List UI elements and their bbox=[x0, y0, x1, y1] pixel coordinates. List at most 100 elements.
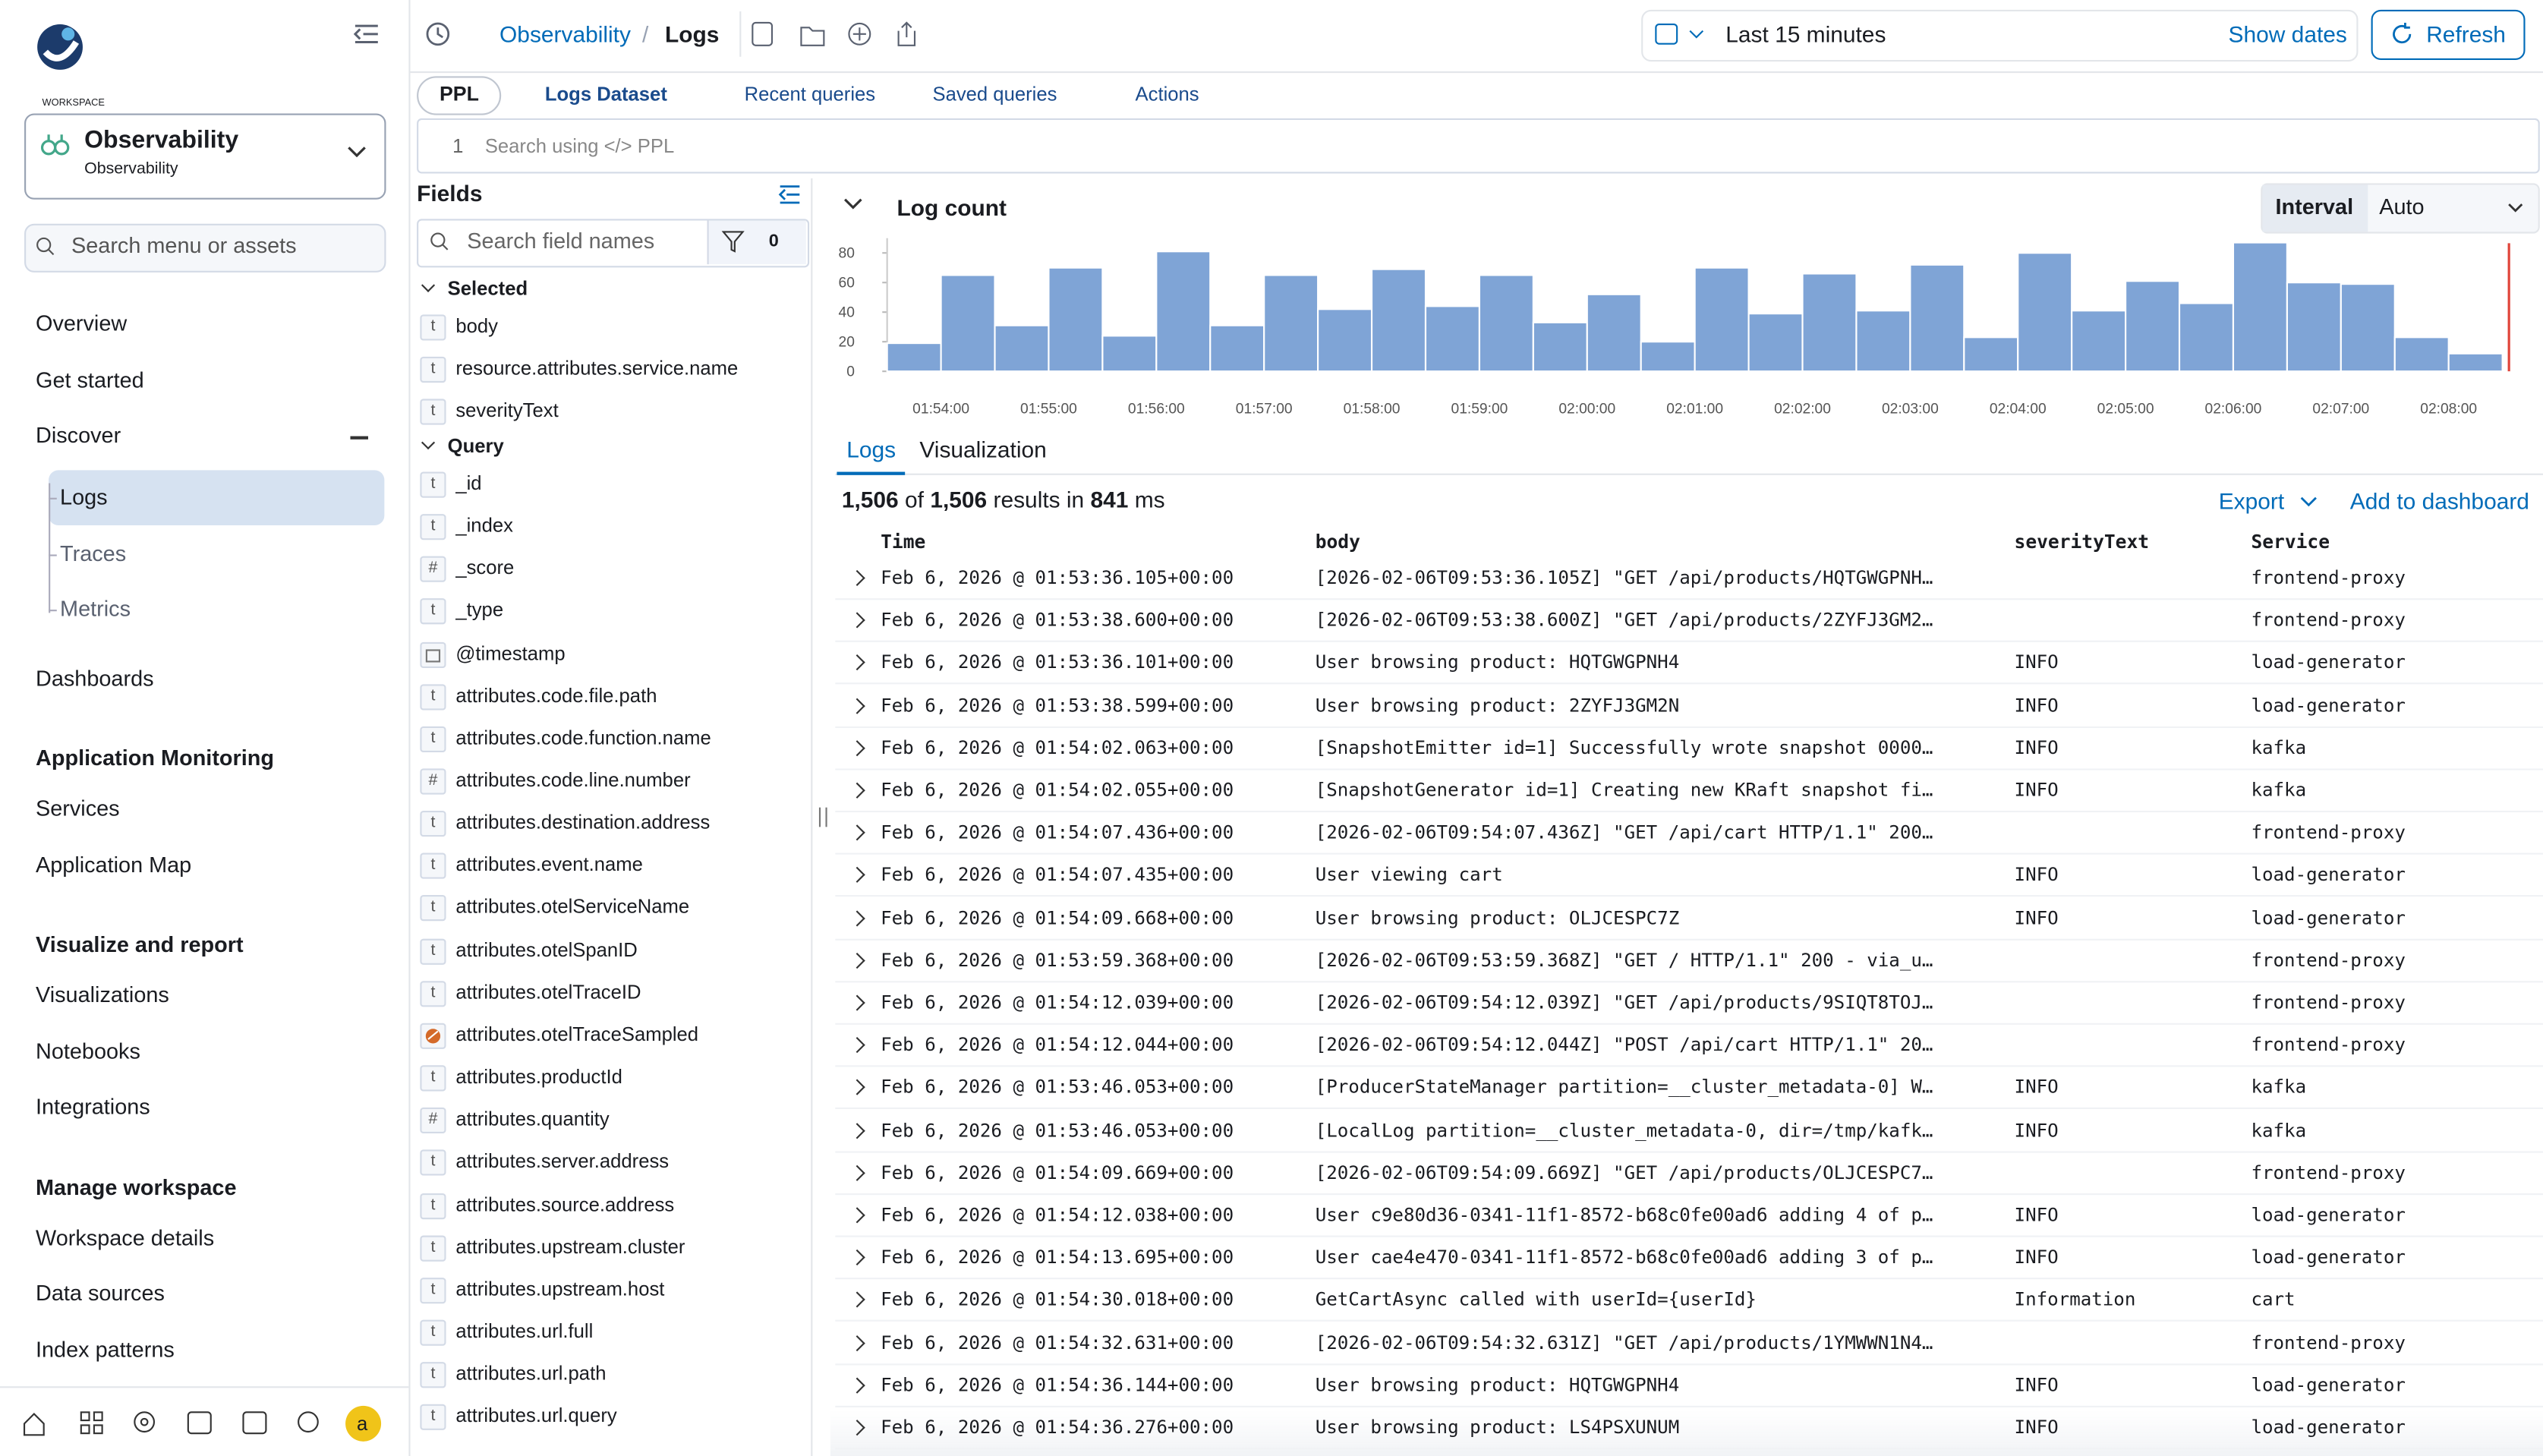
nav-item[interactable]: Discover bbox=[36, 423, 121, 448]
expand-row[interactable] bbox=[849, 824, 865, 841]
query-menu[interactable]: Recent queries bbox=[744, 82, 876, 106]
expand-row[interactable] bbox=[849, 1207, 865, 1224]
user-avatar[interactable]: a bbox=[357, 1412, 368, 1436]
expand-row[interactable] bbox=[849, 1292, 865, 1309]
breadcrumb[interactable]: Observability bbox=[499, 20, 631, 47]
expand-row[interactable] bbox=[849, 1037, 865, 1054]
field-name[interactable]: _type bbox=[455, 598, 504, 622]
filter-icon[interactable] bbox=[721, 230, 745, 253]
field-name[interactable]: attributes.code.line.number bbox=[455, 768, 691, 792]
collapse-nav[interactable] bbox=[353, 23, 380, 46]
field-name[interactable]: attributes.quantity bbox=[455, 1108, 610, 1131]
language-toggle[interactable] bbox=[417, 76, 502, 115]
field-name[interactable]: attributes.otelSpanID bbox=[455, 938, 638, 961]
expand-row[interactable] bbox=[849, 569, 865, 587]
group-chevron[interactable] bbox=[421, 436, 436, 451]
expand-row[interactable] bbox=[849, 909, 865, 926]
field-name[interactable]: _index bbox=[455, 514, 513, 537]
expand-row[interactable] bbox=[849, 1164, 865, 1181]
tab[interactable]: Visualization bbox=[919, 436, 1047, 462]
nav-item[interactable]: Visualizations bbox=[36, 982, 169, 1007]
collapse-group[interactable] bbox=[350, 436, 368, 439]
field-name[interactable]: attributes.url.path bbox=[455, 1362, 607, 1385]
history-icon[interactable] bbox=[425, 21, 451, 47]
nav-item[interactable]: Notebooks bbox=[36, 1038, 140, 1064]
nav-item[interactable]: Data sources bbox=[36, 1281, 165, 1306]
field-name[interactable]: attributes.url.full bbox=[455, 1319, 594, 1343]
expand-row[interactable] bbox=[849, 739, 865, 756]
nav-item[interactable]: Index patterns bbox=[36, 1337, 175, 1362]
panel-resize[interactable] bbox=[818, 807, 827, 827]
export-button[interactable]: Export bbox=[2218, 487, 2285, 515]
footer-icons[interactable] bbox=[16, 1399, 405, 1448]
expand-row[interactable] bbox=[849, 1377, 865, 1394]
breadcrumb-separator: / bbox=[642, 20, 649, 47]
nav-item[interactable]: Dashboards bbox=[36, 665, 154, 690]
field-name[interactable]: severityText bbox=[455, 398, 559, 421]
field-name[interactable]: attributes.upstream.host bbox=[455, 1277, 665, 1300]
expand-row[interactable] bbox=[849, 1250, 865, 1266]
field-name[interactable]: attributes.event.name bbox=[455, 853, 643, 877]
query-editor[interactable] bbox=[417, 118, 2540, 174]
field-name[interactable]: attributes.otelTraceID bbox=[455, 980, 641, 1004]
field-name[interactable]: body bbox=[455, 314, 498, 337]
field-search[interactable] bbox=[417, 219, 810, 268]
nav-subitem[interactable]: Traces bbox=[60, 540, 127, 566]
expand-row[interactable] bbox=[849, 1079, 865, 1096]
expand-row[interactable] bbox=[849, 1335, 865, 1351]
table-cell: User cae4e470-0341-11f1-8572-b68c0fe00ad… bbox=[1315, 1246, 1933, 1268]
interval-chevron bbox=[2508, 203, 2523, 213]
field-name[interactable]: attributes.code.file.path bbox=[455, 683, 657, 707]
interval-value[interactable]: Auto bbox=[2379, 194, 2425, 219]
nav-item[interactable]: Overview bbox=[36, 311, 128, 336]
field-name[interactable]: attributes.productId bbox=[455, 1065, 622, 1089]
field-name[interactable]: _score bbox=[455, 556, 515, 580]
expand-row[interactable] bbox=[849, 952, 865, 969]
expand-row[interactable] bbox=[849, 994, 865, 1011]
show-dates[interactable]: Show dates bbox=[2228, 20, 2347, 47]
field-name[interactable]: resource.attributes.service.name bbox=[455, 356, 739, 380]
expand-row[interactable] bbox=[849, 654, 865, 671]
field-name[interactable]: attributes.otelTraceSampled bbox=[455, 1023, 699, 1046]
chart-collapse[interactable] bbox=[843, 198, 863, 211]
x-tick-label: 02:08:00 bbox=[2420, 402, 2477, 418]
query-menu[interactable]: Actions bbox=[1135, 82, 1199, 106]
nav-item[interactable]: Services bbox=[36, 796, 120, 821]
table-cell: Feb 6, 2026 @ 01:54:02.055+00:00 bbox=[881, 780, 1234, 802]
field-name[interactable]: attributes.code.function.name bbox=[455, 726, 711, 749]
group-chevron[interactable] bbox=[421, 278, 436, 292]
add-to-dashboard[interactable]: Add to dashboard bbox=[2349, 487, 2529, 515]
expand-row[interactable] bbox=[849, 697, 865, 714]
menu-search[interactable] bbox=[24, 223, 386, 273]
field-name[interactable]: attributes.url.query bbox=[455, 1404, 617, 1428]
field-name[interactable]: @timestamp bbox=[455, 641, 566, 664]
dataset-selector[interactable]: Logs Dataset bbox=[544, 82, 667, 106]
nav-item[interactable]: Integrations bbox=[36, 1094, 150, 1119]
query-menu[interactable]: Saved queries bbox=[932, 82, 1057, 106]
field-name[interactable]: attributes.upstream.cluster bbox=[455, 1234, 685, 1258]
nav-item[interactable]: Application Map bbox=[36, 852, 192, 877]
table-cell: Feb 6, 2026 @ 01:54:13.695+00:00 bbox=[881, 1246, 1234, 1268]
nav-item[interactable]: Workspace details bbox=[36, 1224, 215, 1250]
workspace-selector[interactable] bbox=[24, 113, 386, 200]
export-chevron[interactable] bbox=[2300, 496, 2318, 508]
calendar-icon[interactable] bbox=[1654, 23, 1706, 46]
field-name[interactable]: attributes.server.address bbox=[455, 1150, 670, 1173]
time-range[interactable]: Last 15 minutes bbox=[1725, 20, 1886, 47]
field-name[interactable]: attributes.otelServiceName bbox=[455, 895, 690, 919]
field-name[interactable]: _id bbox=[455, 471, 482, 495]
nav-subitem[interactable]: Logs bbox=[60, 484, 108, 509]
expand-row[interactable] bbox=[849, 612, 865, 629]
tab[interactable]: Logs bbox=[846, 436, 897, 462]
field-name[interactable]: attributes.source.address bbox=[455, 1192, 675, 1215]
expand-row[interactable] bbox=[849, 782, 865, 799]
nav-item[interactable]: Get started bbox=[36, 367, 144, 392]
field-name[interactable]: attributes.destination.address bbox=[455, 811, 711, 834]
toolbar-actions[interactable] bbox=[749, 21, 928, 47]
expand-row[interactable] bbox=[849, 867, 865, 884]
nav-subitem[interactable]: Metrics bbox=[60, 597, 131, 622]
time-picker[interactable] bbox=[1641, 9, 2359, 62]
collapse-fields[interactable] bbox=[778, 184, 802, 204]
refresh-button[interactable] bbox=[2371, 9, 2526, 61]
expand-row[interactable] bbox=[849, 1122, 865, 1139]
